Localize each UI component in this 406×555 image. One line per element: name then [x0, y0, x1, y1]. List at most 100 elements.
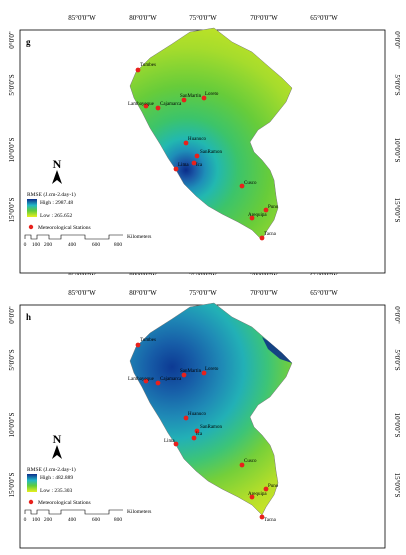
scale-tick: 200: [44, 517, 53, 523]
station-legend-marker: [28, 499, 34, 505]
lat-label: 10°0'0"S: [8, 137, 16, 162]
station-label: Tacna: [264, 232, 277, 237]
station-label: Lima: [164, 439, 175, 444]
lon-label: 70°0'0"W: [250, 289, 278, 297]
longitude-labels-top: 85°0'0"W 80°0'0"W 75°0'0"W 70°0'0"W 65°0…: [68, 14, 338, 22]
north-arrow-label: N: [53, 157, 62, 171]
map-svg-h: h 85°0'0"W 80°0'0"W 75°0'0"W 70°0'0"W 65…: [8, 289, 401, 555]
station-marker: [155, 380, 161, 386]
station-marker: [201, 95, 207, 101]
station-label: SanMartin: [180, 369, 202, 374]
latitude-labels-left: 0°0'0" 5°0'0"S 10°0'0"S 15°0'0"S: [8, 306, 16, 497]
station-label: Puno: [268, 205, 279, 210]
station-label: Arequipa: [248, 492, 267, 497]
station-label: Ica: [196, 163, 203, 168]
peru-map-shape: [129, 302, 293, 516]
lon-label: 70°0'0"W: [250, 14, 278, 22]
lon-label: 80°0'0"W: [129, 289, 157, 297]
station-marker: [239, 462, 245, 468]
station-marker: [181, 97, 187, 103]
station-label: Loreto: [205, 367, 219, 372]
north-arrow-label: N: [53, 432, 62, 446]
scale-tick: 400: [68, 517, 77, 523]
station-label: Lima: [178, 163, 189, 168]
lat-label: 0°0'0": [393, 31, 401, 49]
legend-color-ramp: [27, 474, 37, 492]
station-marker: [263, 486, 269, 492]
scale-bar: 0 100 200 400 600 800 Kilometers: [24, 234, 152, 248]
lat-label: 15°0'0"S: [393, 473, 401, 498]
legend-low: Low : 265.652: [40, 213, 72, 219]
station-marker: [181, 372, 187, 378]
station-label: Cusco: [244, 459, 257, 464]
lat-label: 15°0'0"S: [8, 197, 16, 222]
latitude-labels-right: 0°0'0" 5°0'0"S 10°0'0"S 15°0'0"S: [393, 31, 401, 222]
latitude-labels-right: 0°0'0" 5°0'0"S 10°0'0"S 15°0'0"S: [393, 306, 401, 497]
lat-label: 10°0'0"S: [8, 412, 16, 437]
station-marker: [249, 215, 255, 221]
station-marker: [173, 166, 179, 172]
scale-tick: 800: [114, 517, 123, 523]
station-legend-marker: [28, 224, 34, 230]
legend-title: RMSE (J.cm-2.day-1): [27, 191, 76, 198]
station-label: Tumbes: [140, 63, 156, 68]
station-marker: [249, 494, 255, 500]
station-label: Tumbes: [140, 338, 156, 343]
station-marker: [143, 103, 149, 109]
peru-map-shape: [129, 27, 293, 241]
lat-label: 0°0'0": [8, 31, 16, 49]
station-marker: [191, 160, 197, 166]
station-marker: [194, 428, 200, 434]
scale-tick: 0: [24, 517, 27, 523]
station-marker: [259, 235, 265, 241]
station-label: Cajamarca: [160, 377, 182, 382]
lon-label: 65°0'0"W: [310, 289, 338, 297]
station-label: Arequipa: [248, 213, 267, 218]
lat-label: 15°0'0"S: [393, 198, 401, 223]
scale-unit: Kilometers: [127, 234, 151, 240]
station-label: Cusco: [244, 181, 257, 186]
legend-low: Low : 235.303: [40, 488, 72, 494]
station-marker: [135, 342, 141, 348]
map-panel-h: h 85°0'0"W 80°0'0"W 75°0'0"W 70°0'0"W 65…: [0, 275, 406, 555]
station-label: Lambayeque: [128, 377, 155, 382]
station-marker: [183, 140, 189, 146]
scale-tick: 0: [24, 242, 27, 248]
legend-high: High : 2987.48: [40, 200, 73, 206]
lon-label: 80°0'0"W: [129, 14, 157, 22]
scale-tick: 200: [44, 242, 53, 248]
lat-label: 0°0'0": [8, 306, 16, 324]
legend-stations-label: Meteorological Stations: [38, 225, 91, 231]
station-marker: [194, 153, 200, 159]
stations-layer: Tumbes Lambayeque Cajamarca SanMartin Lo…: [128, 338, 279, 523]
station-label: SanMartin: [180, 94, 202, 99]
lon-label: 85°0'0"W: [68, 14, 96, 22]
lon-label: 75°0'0"W: [189, 289, 217, 297]
legend-color-ramp: [27, 199, 37, 217]
lat-label: 0°0'0": [393, 306, 401, 324]
station-label: Lambayeque: [128, 102, 155, 107]
scale-bar: 0 100 200 400 600 800 Kilometers: [24, 509, 152, 523]
north-arrow: N: [52, 157, 62, 184]
lon-label: 65°0'0"W: [310, 14, 338, 22]
station-marker: [183, 415, 189, 421]
station-label: Huanuco: [188, 137, 207, 142]
map-panel-g: g 85°0'0"W 80°0'0"W 75°0'0"W 70°0'0"W 65…: [0, 0, 406, 280]
scale-tick: 800: [114, 242, 123, 248]
lat-label: 10°0'0"S: [393, 138, 401, 163]
station-marker: [173, 441, 179, 447]
lat-label: 5°0'0"S: [393, 74, 401, 95]
lat-label: 5°0'0"S: [8, 349, 16, 370]
station-label: Cajamarca: [160, 102, 182, 107]
panel-letter: h: [26, 312, 31, 322]
station-marker: [155, 105, 161, 111]
scale-tick: 100: [32, 242, 41, 248]
lat-label: 5°0'0"S: [393, 349, 401, 370]
legend-high: High : 482.889: [40, 475, 73, 481]
legend: RMSE (J.cm-2.day-1) High : 2987.48 Low :…: [27, 191, 91, 231]
north-arrow-icon: [52, 170, 62, 184]
scale-tick: 100: [32, 517, 41, 523]
panel-letter: g: [26, 37, 31, 47]
map-svg-g: g 85°0'0"W 80°0'0"W 75°0'0"W 70°0'0"W 65…: [8, 14, 401, 280]
legend-title: RMSE (J.cm-2.day-1): [27, 466, 76, 473]
